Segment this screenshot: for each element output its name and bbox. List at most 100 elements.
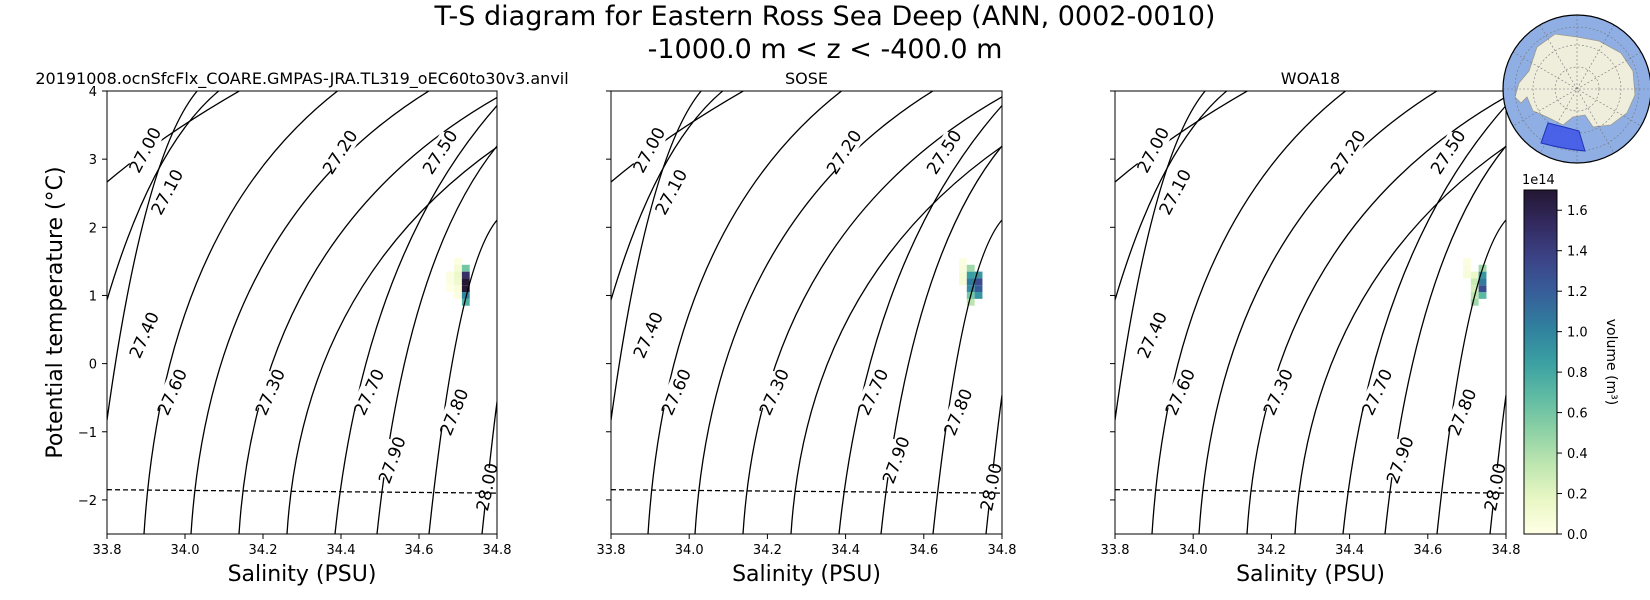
contour-label: 27.80 — [1445, 386, 1482, 439]
density-contour-line — [1115, 91, 1249, 183]
contour-label-bg — [1163, 370, 1197, 414]
density-contour-line — [428, 219, 497, 534]
heatmap-cell — [461, 278, 470, 286]
heatmap-cell — [454, 257, 462, 265]
density-contour-line — [790, 145, 1002, 534]
density-contour-line — [932, 218, 1002, 534]
heatmap-cell — [1470, 285, 1479, 293]
contour-label-bg — [1384, 438, 1416, 482]
x-tick-label: 34.0 — [1179, 543, 1208, 558]
density-contours — [107, 91, 497, 534]
heatmap-cell — [446, 285, 455, 293]
inset-border — [1502, 14, 1650, 164]
y-tick-label: 4 — [89, 85, 97, 100]
heatmap-cell — [966, 271, 975, 279]
x-tick-label: 33.8 — [597, 543, 626, 558]
inset-antarctica-land — [1514, 33, 1636, 128]
contour-label: 28.00 — [473, 461, 503, 513]
heatmap-cell — [454, 264, 462, 272]
contour-label-bg — [757, 370, 791, 414]
contour-label: 27.60 — [154, 366, 192, 419]
x-tick-label: 34.0 — [171, 543, 200, 558]
figure-subtitle: -1000.0 m < z < -400.0 m — [647, 34, 1003, 65]
contour-label-bg — [421, 130, 459, 174]
colorbar-tick-label: 0.2 — [1567, 488, 1588, 503]
density-contour-line — [107, 91, 241, 183]
contour-label: 27.00 — [630, 124, 671, 176]
density-contour-line — [611, 91, 745, 183]
x-tick-label: 34.6 — [909, 543, 938, 558]
contour-label: 27.50 — [923, 127, 966, 179]
heatmap-cell — [958, 264, 967, 272]
contour-label-bg — [149, 170, 185, 214]
density-contour-line — [286, 146, 497, 534]
heatmap-cell — [446, 271, 455, 279]
contour-label: 27.40 — [1134, 309, 1172, 362]
contour-label-bg — [253, 370, 287, 414]
colorbar-multiplier: 1e14 — [1522, 173, 1555, 188]
contour-label-bg — [825, 130, 863, 174]
density-contour-line — [143, 91, 339, 534]
x-tick-label: 34.4 — [327, 543, 356, 558]
contour-label: 27.20 — [823, 127, 866, 179]
density-contour-line — [1294, 145, 1506, 534]
axes-frame — [610, 90, 1003, 535]
figure-title: T-S diagram for Eastern Ross Sea Deep (A… — [434, 1, 1216, 32]
contour-label-bg — [1135, 313, 1169, 357]
heatmap-cell — [1478, 278, 1487, 286]
colorbar-tick-label: 1.2 — [1567, 285, 1588, 300]
freezing-line — [610, 489, 1003, 494]
colorbar-tick-label: 0.0 — [1567, 528, 1588, 543]
heatmap-cell — [1462, 264, 1471, 272]
density-contour-line — [107, 91, 199, 421]
density-contour-line — [1115, 91, 1228, 301]
heatmap-cell — [446, 278, 455, 286]
x-tick-label: 34.6 — [1413, 543, 1442, 558]
contour-label-bg — [127, 128, 163, 172]
contour-label: 27.40 — [630, 309, 668, 362]
contour-label: 27.90 — [375, 434, 410, 487]
density-contour-line — [1246, 96, 1506, 534]
heatmap-cell — [958, 271, 967, 279]
contour-label: 27.30 — [1260, 366, 1298, 419]
density-contour-line — [107, 91, 220, 301]
panel-title: WOA18 — [1281, 69, 1340, 88]
heatmap-cell — [1478, 285, 1487, 293]
heatmap — [1462, 257, 1487, 306]
y-tick-label: 2 — [89, 221, 97, 236]
contour-label: 27.70 — [1359, 366, 1398, 419]
heatmap-cell — [461, 298, 470, 306]
density-contour-line — [190, 91, 431, 534]
freezing-line — [106, 489, 498, 494]
x-tick-label: 34.4 — [831, 543, 860, 558]
contour-label: 27.00 — [1134, 124, 1175, 176]
heatmap-cell — [966, 298, 975, 306]
heatmap-cell — [1462, 271, 1471, 279]
heatmap-cell — [461, 285, 470, 293]
heatmap-cell — [1478, 271, 1487, 279]
x-tick-label: 34.4 — [1335, 543, 1364, 558]
density-contour-line — [985, 390, 1002, 534]
contour-label: 27.20 — [1327, 127, 1370, 179]
contour-label: 27.70 — [855, 366, 894, 419]
density-contour-line — [1198, 91, 1439, 534]
density-contour-line — [838, 104, 1002, 534]
colorbar-gradient — [1523, 189, 1558, 535]
colorbar-label: volume (m³) — [1603, 319, 1619, 406]
colorbar-tick-label: 0.4 — [1567, 447, 1588, 462]
contour-label-bg — [977, 466, 1005, 508]
contour-label-bg — [925, 130, 963, 174]
contour-label-bg — [473, 466, 501, 508]
contour-label-bg — [1261, 370, 1295, 414]
density-contour-line — [334, 104, 497, 534]
heatmap-cell — [1470, 298, 1479, 306]
density-contours — [1115, 91, 1506, 534]
heatmap-cell — [974, 285, 983, 293]
density-contour-line — [1151, 91, 1347, 534]
x-tick-label: 34.0 — [675, 543, 704, 558]
density-contour-line — [238, 96, 497, 534]
contour-label-bg — [653, 170, 689, 214]
heatmap — [446, 257, 470, 306]
